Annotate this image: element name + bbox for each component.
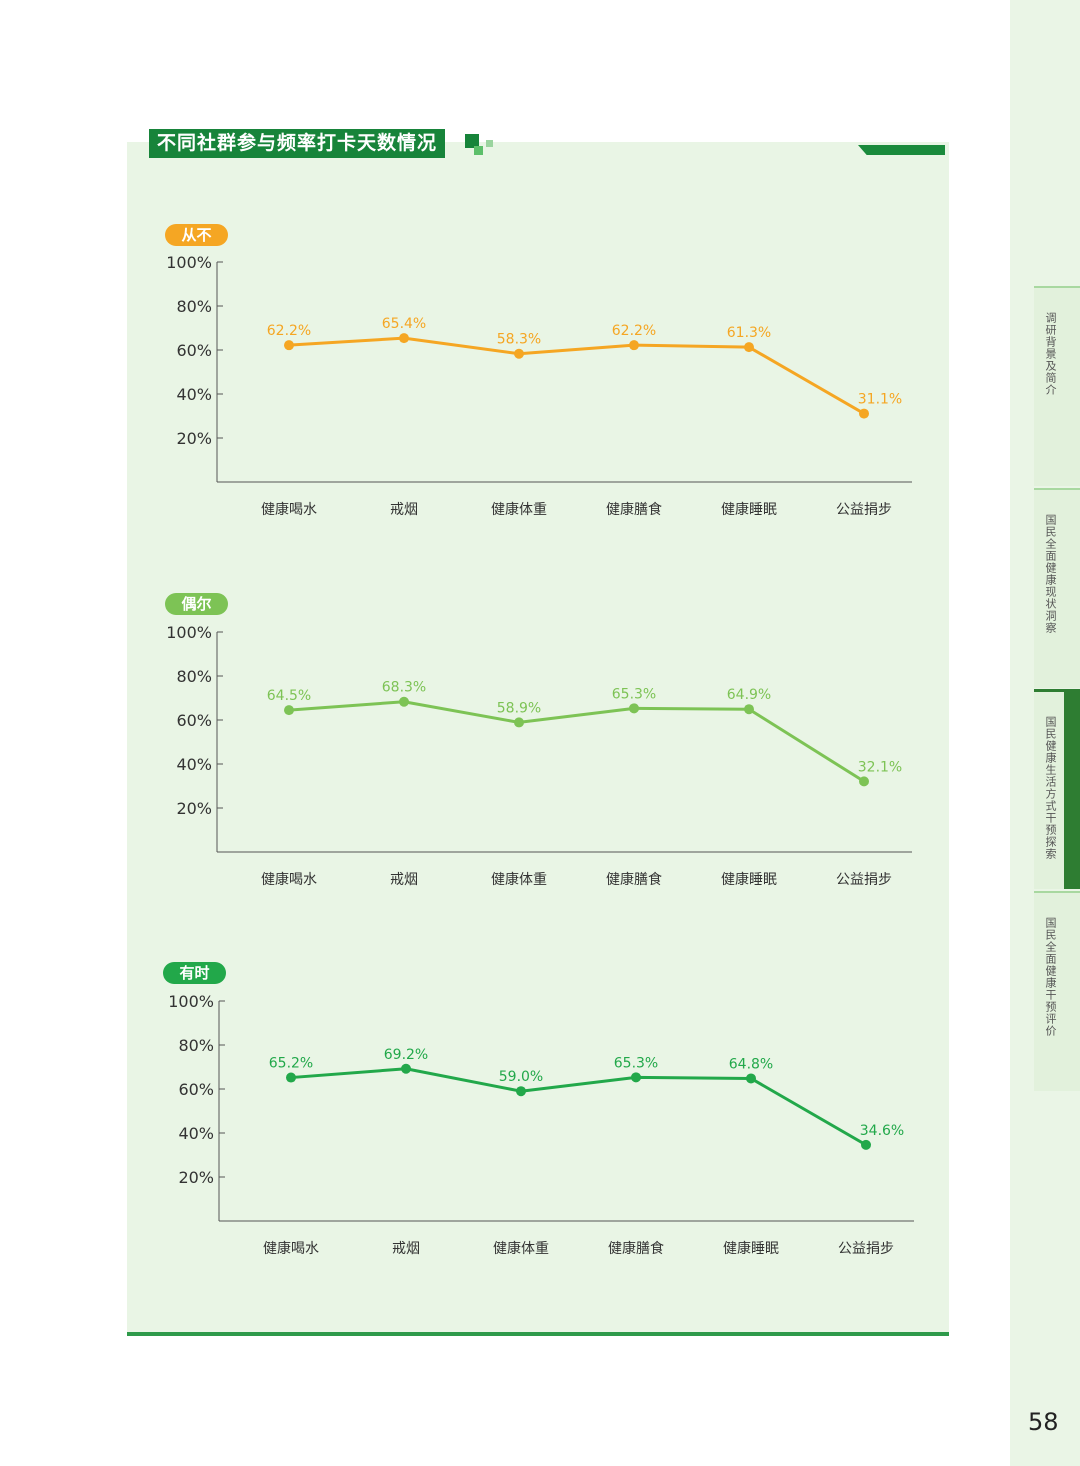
y-tick-label: 100% xyxy=(166,623,212,642)
y-tick-label: 60% xyxy=(176,711,212,730)
data-label: 31.1% xyxy=(858,392,902,408)
y-tick-label: 100% xyxy=(166,253,212,272)
series-badge-label: 有时 xyxy=(179,964,209,982)
data-point xyxy=(516,1086,526,1097)
chart-panel xyxy=(127,142,949,1336)
square-decoration-icon xyxy=(465,134,479,148)
y-tick-label: 60% xyxy=(178,1080,214,1099)
data-point xyxy=(629,340,639,351)
x-tick-label: 健康膳食 xyxy=(606,501,662,518)
data-point xyxy=(859,776,869,787)
side-tab-label: 调研背景及简介 xyxy=(1044,312,1057,396)
x-tick-label: 健康喝水 xyxy=(261,501,317,518)
y-tick-label: 40% xyxy=(178,1124,214,1143)
y-tick-label: 20% xyxy=(176,429,212,448)
series-line xyxy=(290,1067,867,1147)
series-line xyxy=(288,336,865,415)
data-point xyxy=(399,333,409,344)
series-line xyxy=(288,700,865,783)
series-badge xyxy=(165,593,228,615)
data-label: 68.3% xyxy=(382,680,426,696)
x-tick-label: 公益捐步 xyxy=(838,1241,894,1257)
x-tick-label: 健康睡眠 xyxy=(721,501,777,518)
data-point xyxy=(514,348,524,359)
data-point xyxy=(399,696,409,707)
data-point xyxy=(514,717,524,728)
x-tick-label: 健康睡眠 xyxy=(723,1240,779,1257)
x-tick-label: 健康体重 xyxy=(493,1240,549,1257)
x-tick-label: 健康体重 xyxy=(491,501,547,518)
active-tab-indicator xyxy=(1064,692,1080,889)
y-tick-label: 60% xyxy=(176,341,212,360)
data-point xyxy=(286,1072,296,1083)
data-label: 62.2% xyxy=(612,323,656,339)
page-number: 58 xyxy=(1028,1408,1059,1436)
y-tick-label: 80% xyxy=(178,1036,214,1055)
side-tab-intervention-evaluation[interactable]: 国民全面健康干预评价 xyxy=(1034,891,1080,1091)
square-decoration-icon xyxy=(474,146,483,155)
data-label: 58.9% xyxy=(497,700,541,716)
data-label: 32.1% xyxy=(858,759,902,775)
data-label: 34.6% xyxy=(860,1123,904,1139)
x-tick-label: 公益捐步 xyxy=(836,502,892,518)
x-tick-label: 公益捐步 xyxy=(836,872,892,888)
y-tick-label: 80% xyxy=(176,297,212,316)
data-point xyxy=(401,1063,411,1074)
data-label: 59.0% xyxy=(499,1069,543,1085)
x-tick-label: 健康喝水 xyxy=(261,871,317,888)
data-label: 65.2% xyxy=(269,1056,313,1072)
data-point xyxy=(284,340,294,351)
data-point xyxy=(629,703,639,714)
y-tick-label: 100% xyxy=(168,992,214,1011)
data-point xyxy=(861,1139,871,1150)
side-tab-health-status[interactable]: 国民全面健康现状洞察 xyxy=(1034,488,1080,688)
page-title: 不同社群参与频率打卡天数情况 xyxy=(149,129,446,158)
series-badge xyxy=(163,962,226,984)
x-tick-label: 健康膳食 xyxy=(608,1240,664,1257)
data-point xyxy=(744,342,754,353)
data-label: 64.9% xyxy=(727,687,771,703)
x-tick-label: 健康睡眠 xyxy=(721,871,777,888)
data-label: 58.3% xyxy=(497,332,541,348)
y-tick-label: 40% xyxy=(176,755,212,774)
data-label: 62.2% xyxy=(267,323,311,339)
y-tick-label: 20% xyxy=(176,799,212,818)
y-tick-label: 40% xyxy=(176,385,212,404)
side-tab-research-background[interactable]: 调研背景及简介 xyxy=(1034,286,1080,486)
panel-corner-decoration xyxy=(858,145,945,155)
side-tab-lifestyle-intervention[interactable]: 国民健康生活方式干预探索 xyxy=(1034,689,1080,889)
data-label: 64.8% xyxy=(729,1056,773,1072)
side-tab-label: 国民全面健康现状洞察 xyxy=(1044,514,1057,634)
data-point xyxy=(744,704,754,715)
x-tick-label: 戒烟 xyxy=(392,1241,420,1257)
series-badge-label: 从不 xyxy=(181,226,211,244)
data-label: 61.3% xyxy=(727,325,771,341)
data-point xyxy=(859,408,869,419)
series-badge-label: 偶尔 xyxy=(181,595,211,613)
x-tick-label: 健康膳食 xyxy=(606,871,662,888)
data-label: 65.3% xyxy=(612,686,656,702)
x-tick-label: 健康体重 xyxy=(491,871,547,888)
series-badge xyxy=(165,224,228,246)
data-label: 65.4% xyxy=(382,316,426,332)
data-point xyxy=(284,705,294,716)
side-tab-label: 国民全面健康干预评价 xyxy=(1044,917,1057,1037)
data-point xyxy=(631,1072,641,1083)
y-tick-label: 20% xyxy=(178,1168,214,1187)
square-decoration-icon xyxy=(486,140,493,147)
y-tick-label: 80% xyxy=(176,667,212,686)
x-tick-label: 戒烟 xyxy=(390,502,418,518)
x-tick-label: 健康喝水 xyxy=(263,1240,319,1257)
data-label: 69.2% xyxy=(384,1047,428,1063)
data-point xyxy=(746,1073,756,1084)
x-tick-label: 戒烟 xyxy=(390,872,418,888)
side-tab-label: 国民健康生活方式干预探索 xyxy=(1044,716,1057,860)
data-label: 65.3% xyxy=(614,1055,658,1071)
data-label: 64.5% xyxy=(267,688,311,704)
